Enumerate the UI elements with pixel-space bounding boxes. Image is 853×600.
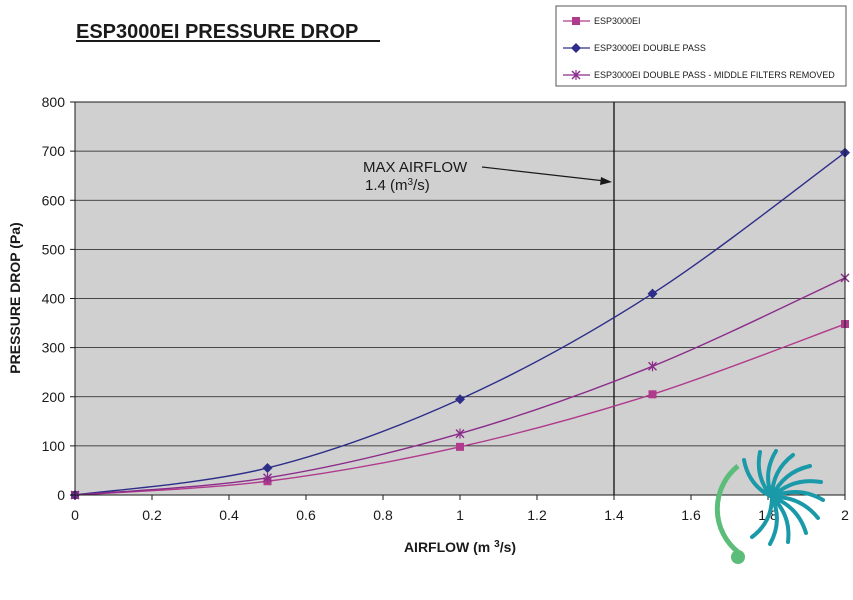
y-tick-label: 600 [42, 192, 66, 208]
legend-label-0: ESP3000EI [594, 16, 641, 26]
y-tick-label: 300 [42, 340, 66, 356]
x-tick-label: 1 [456, 507, 464, 523]
legend-marker-1 [571, 43, 581, 53]
data-point-series-2 [263, 472, 272, 483]
y-axis-ticks: 0 100 200 300 400 500 600 700 800 [42, 94, 75, 503]
y-tick-label: 400 [42, 291, 66, 307]
chart-title: ESP3000EI PRESSURE DROP [76, 21, 358, 43]
data-point-series-1 [455, 394, 465, 405]
x-tick-label: 0.2 [142, 507, 162, 523]
x-tick-label: 0.4 [219, 507, 239, 523]
x-tick-label: 1.4 [604, 507, 624, 523]
y-tick-label: 700 [42, 143, 66, 159]
data-point-series-1 [262, 462, 273, 473]
logo-arc [714, 464, 740, 554]
x-tick-label: 1.6 [681, 507, 701, 523]
legend-box [555, 5, 847, 87]
company-logo [714, 449, 825, 564]
x-tick-label: 0.6 [296, 507, 316, 523]
data-point-series-1 [647, 288, 658, 299]
logo-dot [731, 550, 745, 564]
legend: ESP3000EI ESP3000EI DOUBLE PASS ESP3000EI … [555, 5, 847, 87]
y-axis-label: PRESSURE DROP (Pa) [7, 222, 23, 373]
legend-items: ESP3000EI ESP3000EI DOUBLE PASS ESP3000EI … [563, 16, 835, 80]
x-tick-label: 0 [71, 507, 79, 523]
x-tick-label: 0.8 [373, 507, 393, 523]
legend-label-1: ESP3000EI DOUBLE PASS [594, 43, 706, 53]
x-tick-label: 2 [841, 507, 849, 523]
series-group [70, 147, 850, 500]
y-tick-label: 200 [42, 389, 66, 405]
x-tick-label: 1.2 [527, 507, 547, 523]
annotation-line2: 1.4 (m3/s) [365, 177, 430, 195]
data-point-series-0 [456, 442, 464, 451]
logo-stroke-11 [750, 495, 774, 539]
y-tick-label: 800 [42, 94, 66, 110]
y-tick-label: 0 [57, 487, 65, 503]
x-axis-ticks: 0 0.2 0.4 0.6 0.8 1 1.2 1.4 1.6 1.8 2 [71, 495, 849, 523]
data-point-series-2 [455, 428, 465, 439]
data-point-series-2 [648, 361, 657, 372]
annotation-line1: MAX AIRFLOW [363, 159, 468, 176]
annotation-arrowhead [600, 177, 612, 185]
x-axis-label: AIRFLOW (m 3/s) [404, 539, 516, 556]
legend-marker-2 [571, 70, 581, 80]
legend-label-2: ESP3000EI DOUBLE PASS - MIDDLE FILTERS R… [594, 70, 835, 80]
legend-marker-0 [572, 17, 580, 25]
data-point-series-0 [648, 390, 657, 399]
annotation-arrow [481, 166, 606, 182]
y-tick-label: 500 [42, 241, 66, 257]
annotation-max-airflow: MAX AIRFLOW 1.4 (m3/s) [363, 159, 612, 194]
y-tick-label: 100 [42, 438, 66, 454]
